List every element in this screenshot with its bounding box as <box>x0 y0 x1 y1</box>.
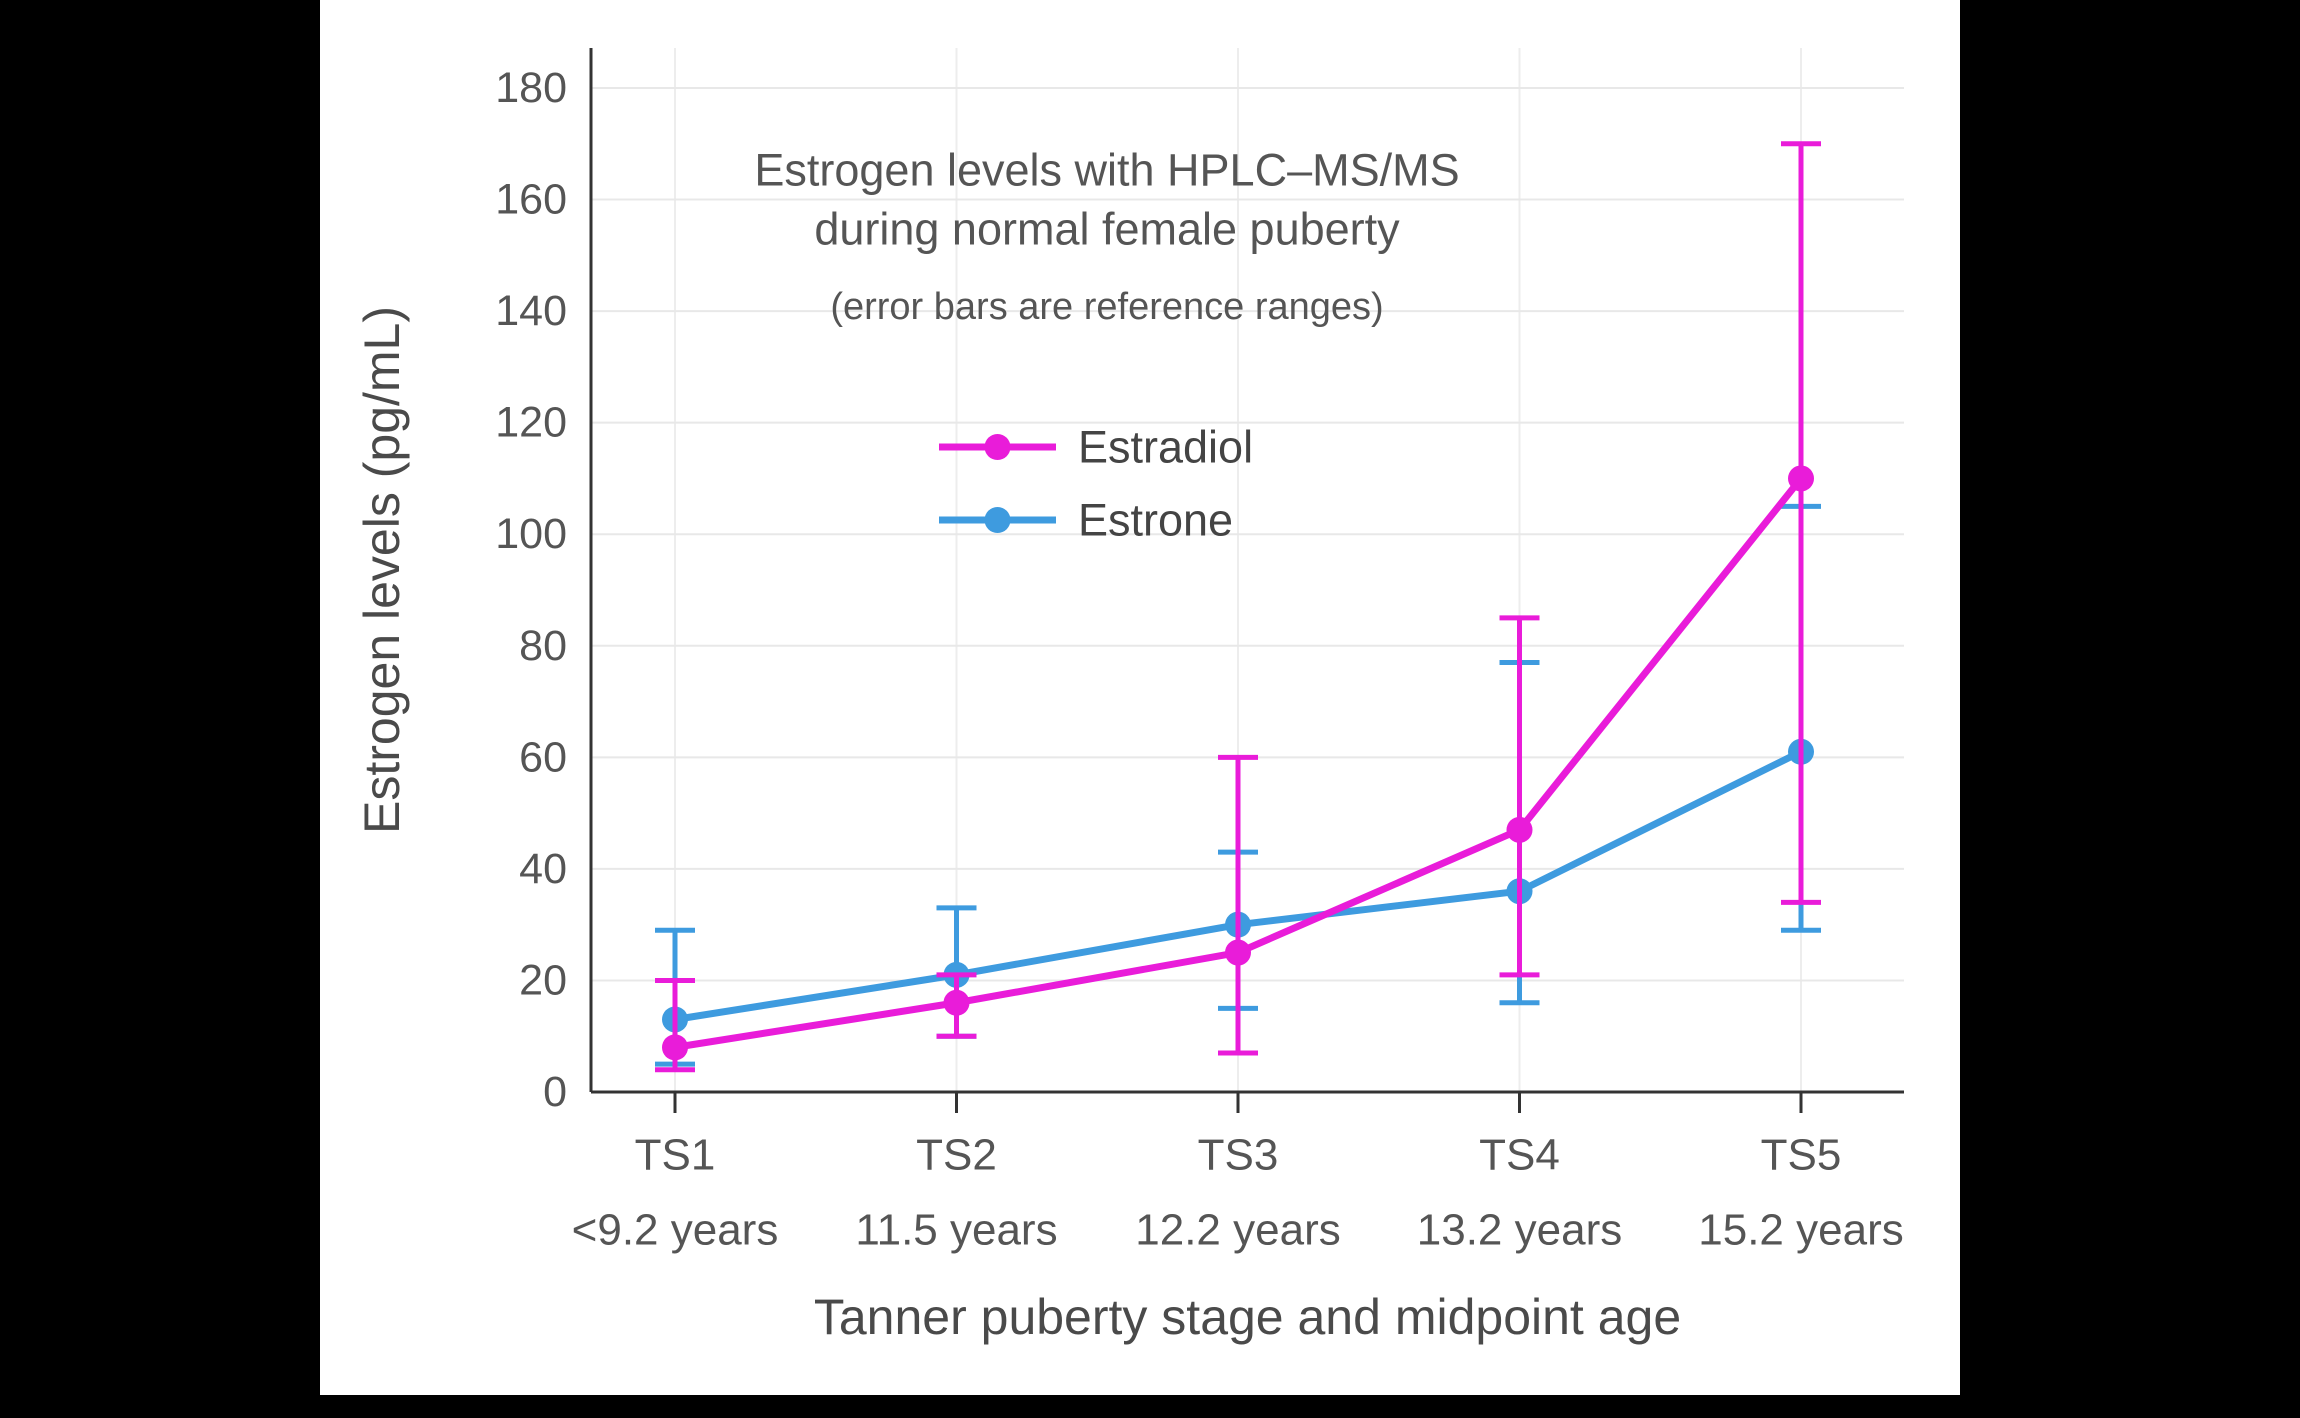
x-category-stage-label: TS5 <box>1761 1131 1842 1180</box>
y-tick-label: 20 <box>519 956 567 1004</box>
estradiol-marker <box>943 989 970 1016</box>
chart-subtitle: (error bars are reference ranges) <box>830 286 1383 328</box>
y-axis-title: Estrogen levels (pg/mL) <box>354 306 410 834</box>
chart-panel: 0 20 40 60 80 100 120 140 160 180 TS1 <9.2 years TS2… <box>320 0 1960 1395</box>
y-tick-label: 40 <box>519 845 567 893</box>
y-tick-label: 160 <box>495 176 567 224</box>
estradiol-marker <box>1788 465 1814 492</box>
x-category-age-label: <9.2 years <box>572 1206 779 1255</box>
estradiol-marker <box>662 1034 688 1061</box>
estradiol-marker <box>1506 816 1533 843</box>
x-category-age-label: 12.2 years <box>1135 1206 1340 1255</box>
y-tick-label: 100 <box>495 510 567 558</box>
legend-item-estrone[interactable]: Estrone <box>939 495 1233 546</box>
estrogen-line-chart: 0 20 40 60 80 100 120 140 160 180 TS1 <9.2 years TS2… <box>354 48 1904 1345</box>
x-category-age-label: 11.5 years <box>855 1206 1057 1255</box>
y-tick-label: 140 <box>495 287 567 335</box>
y-tick-label: 60 <box>519 733 567 781</box>
legend-marker-estrone <box>984 507 1011 533</box>
legend-label-estradiol: Estradiol <box>1078 422 1253 473</box>
legend-marker-estradiol <box>984 434 1011 460</box>
x-category-stage-label: TS1 <box>635 1131 716 1180</box>
y-tick-label: 180 <box>495 64 567 112</box>
x-category-stage-label: TS3 <box>1198 1131 1279 1180</box>
x-category-age-label: 13.2 years <box>1417 1206 1622 1255</box>
chart-title-line2: during normal female puberty <box>814 204 1400 255</box>
x-category-stage-label: TS2 <box>916 1131 997 1180</box>
y-tick-label: 120 <box>495 399 567 447</box>
legend-label-estrone: Estrone <box>1078 495 1233 546</box>
estradiol-marker <box>1225 939 1251 966</box>
x-axis-title: Tanner puberty stage and midpoint age <box>814 1289 1681 1345</box>
y-tick-label: 0 <box>543 1068 567 1116</box>
x-category-stage-label: TS4 <box>1479 1131 1560 1180</box>
legend-item-estradiol[interactable]: Estradiol <box>939 422 1253 473</box>
chart-title-line1: Estrogen levels with HPLC–MS/MS <box>754 145 1459 196</box>
y-tick-label: 80 <box>519 622 567 670</box>
x-category-age-label: 15.2 years <box>1698 1206 1903 1255</box>
